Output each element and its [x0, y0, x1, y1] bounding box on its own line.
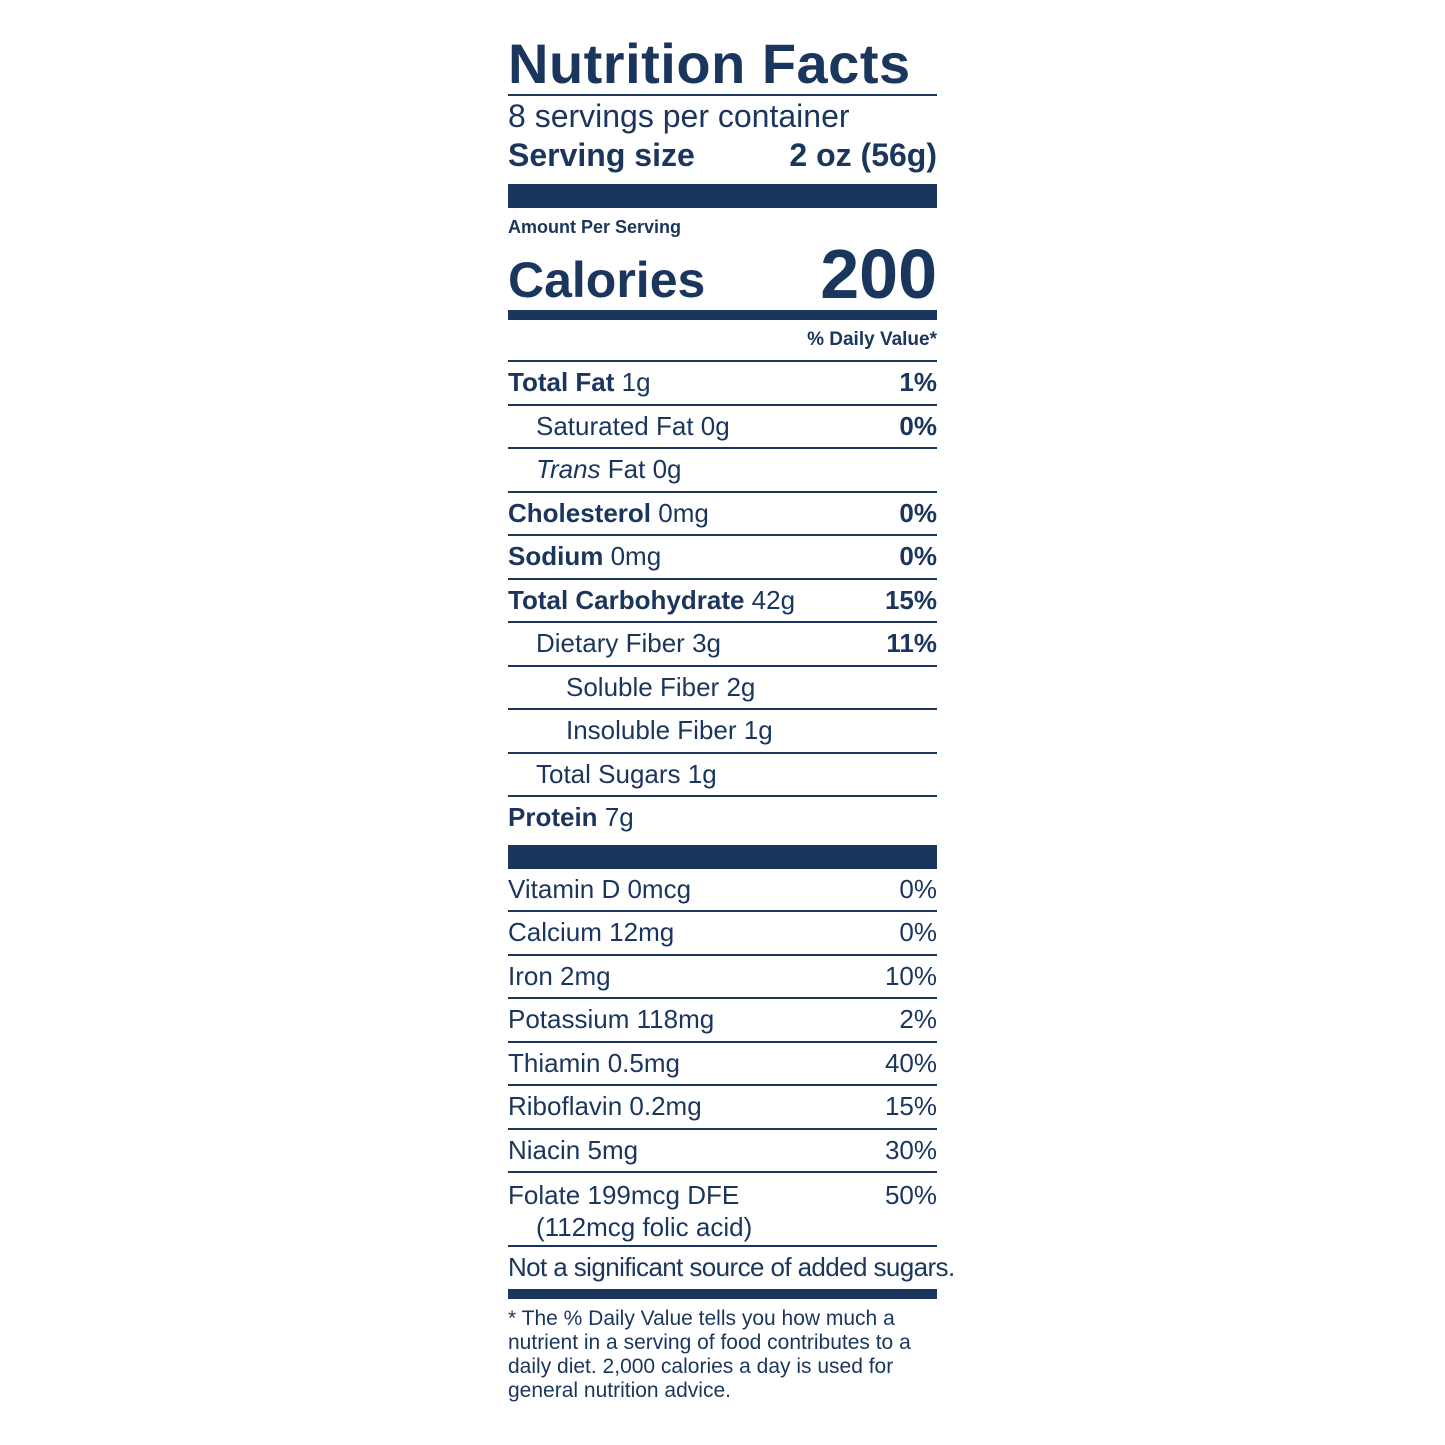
nutrient-amount: 0mg	[658, 497, 709, 528]
nutrient-row-total-fat: Total Fat 1g 1%	[508, 360, 937, 404]
vitamin-row-niacin: Niacin 5mg 30%	[508, 1127, 937, 1172]
vitamin-dv: 50%	[884, 1180, 937, 1210]
daily-value-header: % Daily Value*	[807, 329, 937, 350]
calories-row: Calories 200	[508, 238, 937, 310]
nutrient-amount: 2g	[726, 671, 756, 702]
nutrient-row-dietary-fiber: Dietary Fiber 3g 11%	[508, 621, 937, 665]
serving-size-value: 2 oz (56g)	[789, 137, 937, 173]
vitamin-amount: 0.2mg	[629, 1091, 702, 1122]
vitamin-amount: 0mcg	[627, 873, 692, 904]
vitamin-row-folate: Folate 199mcg DFE (112mcg folic acid) 50…	[508, 1171, 937, 1245]
nutrition-facts-label: Nutrition Facts 8 servings per container…	[508, 32, 955, 1403]
vitamin-amount: 5mg	[587, 1134, 639, 1165]
nutrient-row-saturated-fat: Saturated Fat 0g 0%	[508, 403, 937, 448]
nutrient-name: Cholesterol	[508, 497, 652, 528]
vitamin-dv: 15%	[884, 1091, 937, 1122]
nutrient-dv: 11%	[886, 628, 937, 659]
nutrient-row-trans-fat: Trans Fat 0g	[508, 447, 937, 491]
nutrient-amount: 1g	[743, 715, 773, 746]
amount-per-serving: Amount Per Serving	[508, 217, 682, 237]
added-sugars-note: Not a significant source of added sugars…	[508, 1245, 955, 1289]
nutrient-name: Total Carbohydrate	[508, 584, 745, 615]
vitamin-dv: 30%	[884, 1134, 937, 1165]
folic-acid-note: (112mcg folic acid)	[536, 1212, 753, 1242]
title-rule	[508, 94, 937, 96]
nutrient-name: Total Fat	[508, 367, 615, 398]
vitamin-row-iron: Iron 2mg 10%	[508, 953, 937, 998]
vitamin-name: Niacin	[508, 1134, 581, 1165]
nutrient-amount: 1g	[621, 367, 651, 398]
footnote-rule	[508, 1289, 937, 1299]
vitamin-row-vitamin-d: Vitamin D 0mcg 0%	[508, 869, 937, 911]
nutrient-dv: 15%	[884, 584, 937, 615]
vitamin-dv: 0%	[899, 917, 937, 948]
nutrient-name: Protein	[508, 802, 598, 833]
nutrient-row-soluble-fiber: Soluble Fiber 2g	[508, 664, 937, 709]
vitamin-row-potassium: Potassium 118mg 2%	[508, 997, 937, 1041]
nutrient-row-protein: Protein 7g	[508, 795, 937, 839]
heavy-rule	[508, 184, 937, 208]
nutrient-name: Saturated Fat	[536, 410, 694, 441]
vitamin-row-calcium: Calcium 12mg 0%	[508, 910, 937, 954]
nutrient-row-total-sugars: Total Sugars 1g	[508, 751, 937, 796]
calories-value: 200	[820, 235, 937, 313]
nutrient-amount: 42g	[751, 584, 796, 615]
serving-size-label: Serving size	[508, 137, 695, 173]
nutrient-name: Trans	[536, 454, 601, 485]
nutrient-amount: 1g	[687, 758, 717, 789]
nutrient-row-sodium: Sodium 0mg 0%	[508, 534, 937, 578]
calories-rule	[508, 310, 937, 320]
nutrient-amount: 0mg	[610, 541, 662, 572]
calories-label: Calories	[508, 252, 706, 308]
nutrient-row-total-carbohydrate: Total Carbohydrate 42g 15%	[508, 577, 937, 622]
vitamin-name: Folate	[508, 1180, 581, 1210]
vitamin-name: Potassium	[508, 1004, 630, 1035]
vitamins-heavy-rule	[508, 844, 937, 869]
nutrient-amount: 0g	[652, 454, 682, 485]
daily-value-footnote: * The % Daily Value tells you how much a…	[508, 1307, 911, 1402]
vitamin-amount: 2mg	[560, 960, 611, 991]
nutrient-dv: 0%	[899, 410, 937, 441]
label-title: Nutrition Facts	[508, 32, 911, 95]
vitamin-row-thiamin: Thiamin 0.5mg 40%	[508, 1040, 937, 1085]
nutrient-name: Sodium	[508, 541, 604, 572]
nutrient-dv: 0%	[899, 541, 937, 572]
nutrient-name: Soluble Fiber	[566, 671, 720, 702]
vitamin-amount: 12mg	[609, 917, 675, 948]
nutrient-name: Dietary Fiber	[536, 628, 685, 659]
vitamin-name: Thiamin	[508, 1047, 601, 1078]
vitamin-amount: 0.5mg	[607, 1047, 680, 1078]
vitamin-name: Iron	[508, 960, 553, 991]
vitamin-dv: 0%	[899, 873, 937, 904]
nutrient-dv: 1%	[899, 367, 937, 398]
serving-size-row: Serving size 2 oz (56g)	[508, 136, 937, 174]
nutrient-row-cholesterol: Cholesterol 0mg 0%	[508, 490, 937, 535]
nutrient-name: Insoluble Fiber	[566, 715, 737, 746]
vitamin-name: Calcium	[508, 917, 602, 948]
nutrient-name: Total Sugars	[536, 758, 681, 789]
nutrient-amount: 3g	[692, 628, 721, 659]
vitamin-dv: 2%	[899, 1004, 937, 1035]
nutrient-amount: 0g	[700, 410, 730, 441]
servings-per-container: 8 servings per container	[508, 98, 850, 134]
nutrient-dv: 0%	[899, 497, 937, 528]
vitamin-row-riboflavin: Riboflavin 0.2mg 15%	[508, 1084, 937, 1128]
vitamin-amount: 118mg	[636, 1004, 715, 1035]
vitamin-dv: 10%	[884, 960, 937, 991]
vitamin-name: Vitamin D	[508, 873, 621, 904]
nutrient-row-insoluble-fiber: Insoluble Fiber 1g	[508, 708, 937, 752]
vitamin-dv: 40%	[884, 1047, 937, 1078]
nutrient-name-suffix: Fat	[607, 454, 646, 485]
vitamin-amount: 199mcg DFE	[587, 1180, 740, 1210]
vitamin-name: Riboflavin	[508, 1091, 623, 1122]
nutrient-amount: 7g	[604, 802, 634, 833]
